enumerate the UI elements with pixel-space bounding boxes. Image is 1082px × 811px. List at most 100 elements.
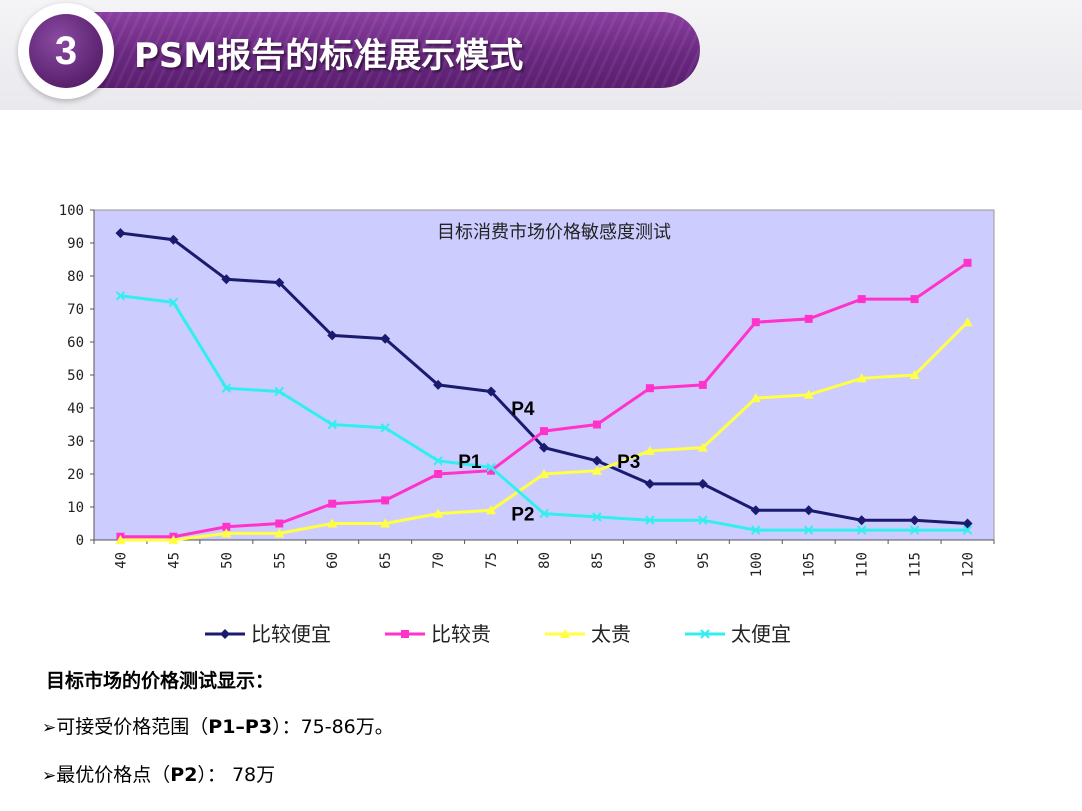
arrow-bullet-icon: ➢ xyxy=(42,718,57,738)
data-point xyxy=(857,295,866,304)
y-tick-label: 0 xyxy=(76,533,84,549)
x-tick-label: 75 xyxy=(484,552,500,569)
x-tick-label: 115 xyxy=(908,552,924,577)
y-tick-label: 90 xyxy=(67,236,84,252)
data-point xyxy=(539,508,549,519)
data-point xyxy=(327,518,338,528)
y-tick-label: 20 xyxy=(67,467,84,483)
data-point xyxy=(962,317,973,327)
data-point xyxy=(433,456,443,466)
summary-bullet-range: ➢可接受价格范围（P1–P3）：75-86万。 xyxy=(42,712,394,739)
y-tick-label: 70 xyxy=(67,302,84,318)
annotation-label: P3 xyxy=(617,452,640,473)
bullet-text: ）： 78万 xyxy=(197,764,276,786)
y-tick-label: 80 xyxy=(67,269,84,285)
data-point xyxy=(381,496,390,505)
legend-marker xyxy=(220,629,230,639)
data-point xyxy=(750,393,761,403)
data-point xyxy=(486,505,497,515)
x-tick-label: 95 xyxy=(696,552,712,569)
y-tick-label: 60 xyxy=(67,335,84,351)
data-point xyxy=(910,295,919,304)
data-point xyxy=(591,465,602,475)
data-point xyxy=(434,470,443,478)
data-point xyxy=(856,373,867,383)
data-point xyxy=(909,370,920,379)
data-point xyxy=(168,234,179,245)
data-point xyxy=(327,419,337,430)
bullet-text: 可接受价格范围（ xyxy=(56,716,209,738)
data-point xyxy=(803,505,814,516)
data-point xyxy=(540,427,548,436)
data-point xyxy=(168,297,179,308)
y-tick-label: 40 xyxy=(67,401,84,417)
data-point xyxy=(644,445,655,455)
legend-label: 比较贵 xyxy=(431,622,491,646)
data-point xyxy=(697,442,708,452)
x-tick-label: 70 xyxy=(431,552,447,569)
x-tick-label: 45 xyxy=(166,552,182,569)
legend-marker xyxy=(560,629,570,638)
data-point xyxy=(539,469,549,478)
y-tick-label: 10 xyxy=(67,500,84,516)
legend-marker xyxy=(401,630,409,638)
data-point xyxy=(592,420,601,429)
data-point xyxy=(856,515,867,526)
data-point xyxy=(487,466,496,475)
legend-label: 太便宜 xyxy=(731,622,791,646)
data-point xyxy=(856,525,867,535)
data-point xyxy=(803,525,814,535)
data-point xyxy=(909,525,920,535)
x-tick-label: 90 xyxy=(643,552,659,569)
bullet-text: ）：75-86万。 xyxy=(272,716,394,738)
data-point xyxy=(751,318,760,327)
data-point xyxy=(327,330,338,341)
annotation-label: P1 xyxy=(458,452,482,473)
annotation-label: P2 xyxy=(511,505,534,526)
x-tick-label: 65 xyxy=(378,552,394,569)
data-point xyxy=(697,478,708,489)
data-point xyxy=(115,535,126,544)
bullet-bold-text: P1–P3 xyxy=(208,716,273,738)
legend-label: 太贵 xyxy=(591,622,631,646)
data-point xyxy=(909,515,920,526)
x-tick-label: 120 xyxy=(961,552,977,577)
data-point xyxy=(274,386,285,397)
page-title: PSM报告的标准展示模式 xyxy=(134,36,524,76)
bullet-bold-text: P2 xyxy=(170,764,198,786)
x-tick-label: 105 xyxy=(802,552,818,577)
bullet-text: 最优价格点（ xyxy=(56,764,171,786)
legend-marker xyxy=(700,629,710,639)
data-point xyxy=(380,333,391,344)
x-tick-label: 80 xyxy=(537,552,553,569)
data-point xyxy=(698,380,707,389)
x-tick-label: 40 xyxy=(113,552,129,569)
data-point xyxy=(645,384,654,393)
data-point xyxy=(750,505,761,516)
data-point xyxy=(380,423,390,433)
data-point xyxy=(274,277,285,288)
data-point xyxy=(591,455,602,466)
data-point xyxy=(486,386,497,397)
data-point xyxy=(275,519,284,528)
x-tick-label: 100 xyxy=(749,552,765,577)
title-banner xyxy=(60,12,700,88)
plot-area xyxy=(93,209,995,541)
data-point xyxy=(963,258,972,267)
summary-bullet-optimal: ➢最优价格点（P2）： 78万 xyxy=(42,760,275,787)
y-tick-label: 100 xyxy=(59,203,84,219)
data-point xyxy=(645,515,655,525)
price-sensitivity-chart: 0 10 20 30 40 50 60 70 80 90 100 40 45 50 55 60 65 70 75 80… xyxy=(59,203,995,646)
data-point xyxy=(592,512,602,522)
data-point xyxy=(168,535,179,544)
x-tick-label: 110 xyxy=(855,552,871,577)
arrow-bullet-icon: ➢ xyxy=(42,766,57,786)
data-point xyxy=(328,499,337,508)
data-point xyxy=(222,522,231,531)
data-point xyxy=(221,528,232,538)
data-point xyxy=(221,383,232,393)
data-point xyxy=(962,518,973,529)
data-point xyxy=(803,389,814,399)
x-tick-label: 50 xyxy=(219,552,235,569)
legend-label: 比较便宜 xyxy=(251,622,331,646)
